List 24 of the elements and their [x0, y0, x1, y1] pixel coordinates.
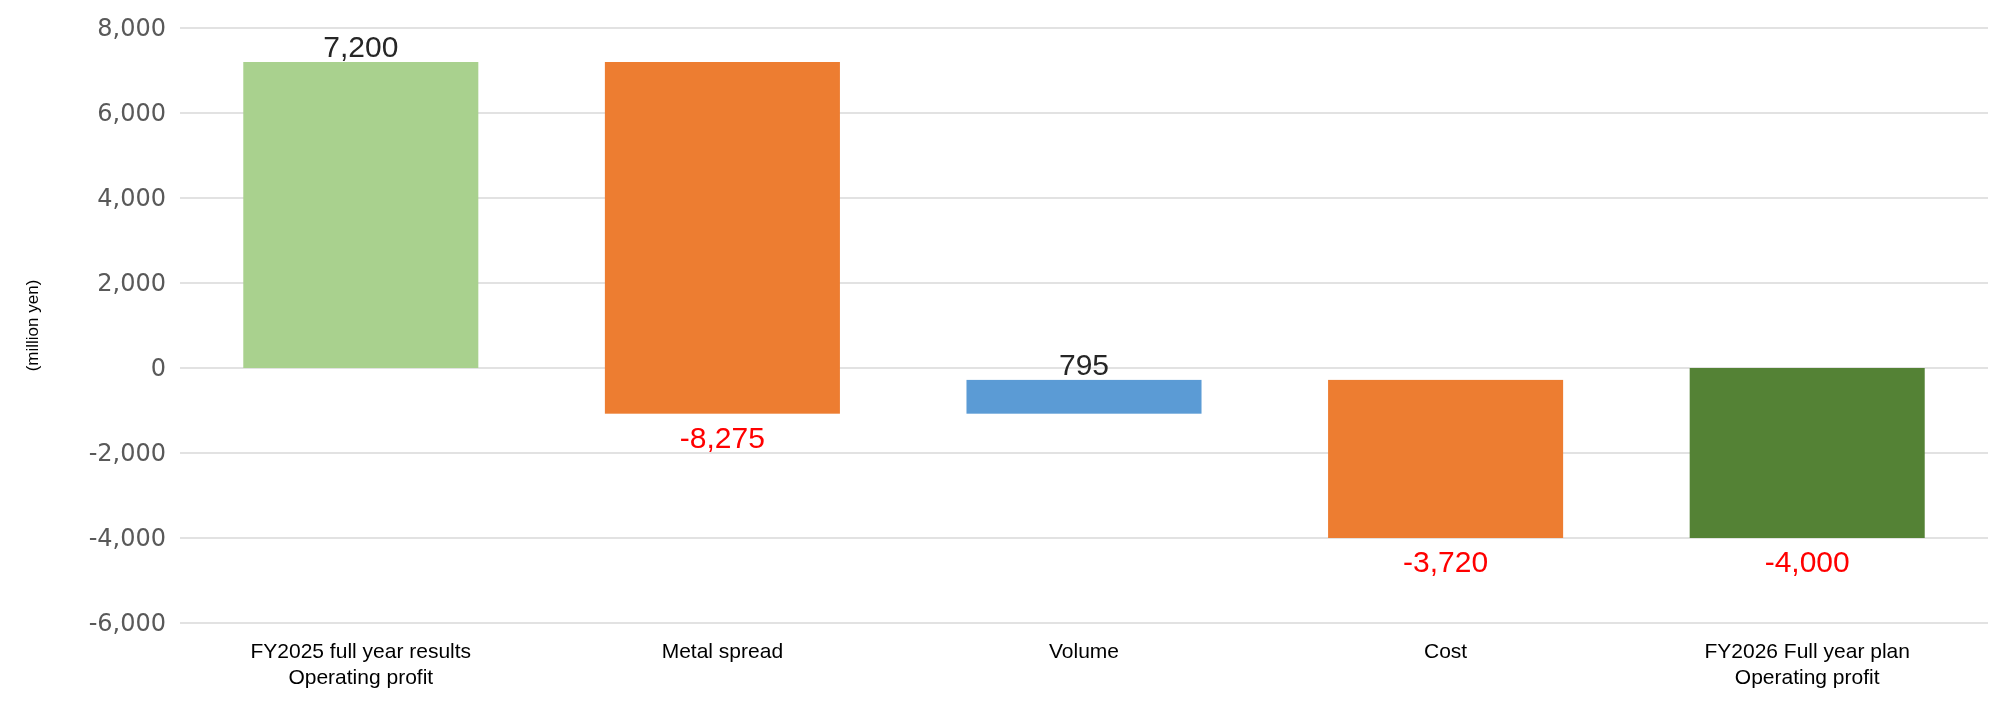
data-label: 7,200 — [323, 30, 399, 63]
y-tick-label: 2,000 — [97, 269, 166, 298]
data-label: 795 — [1058, 347, 1110, 381]
bar — [966, 379, 1202, 414]
bar — [1328, 379, 1564, 538]
data-label: -4,000 — [1764, 545, 1850, 578]
y-tick-label: -4,000 — [88, 524, 166, 553]
y-tick-label: -6,000 — [88, 609, 166, 638]
x-tick-label: FY2026 Full year plan Operating profit — [1704, 639, 1910, 688]
data-label: -8,275 — [679, 420, 765, 454]
y-axis-title: (million yen) — [23, 279, 42, 372]
bar — [604, 62, 840, 414]
bar — [1689, 368, 1925, 538]
x-tick-label: Cost — [1424, 639, 1468, 662]
x-tick-label: Metal spread — [661, 639, 784, 662]
x-tick-label: FY2025 full year results Operating profit — [250, 639, 472, 688]
x-tick-label: Volume — [1048, 639, 1120, 662]
y-tick-label: -2,000 — [88, 439, 166, 468]
y-tick-label: 6,000 — [97, 99, 166, 128]
y-tick-label: 0 — [150, 354, 166, 383]
bar — [243, 62, 479, 368]
y-tick-label: 4,000 — [97, 184, 166, 213]
y-tick-label: 8,000 — [97, 14, 166, 43]
data-label: -3,720 — [1403, 545, 1489, 578]
